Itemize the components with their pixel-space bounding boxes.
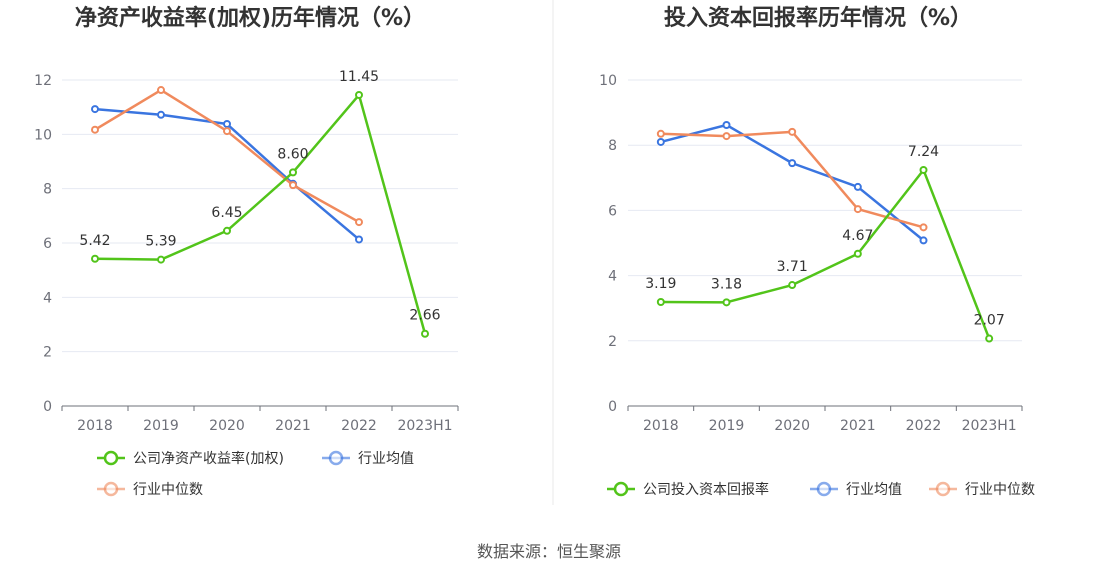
legend-item[interactable]: 公司投入资本回报率 <box>607 481 769 498</box>
series-line <box>94 88 360 224</box>
y-tick-label: 10 <box>599 73 617 89</box>
data-point[interactable] <box>421 329 429 338</box>
data-point[interactable] <box>722 298 731 307</box>
data-point[interactable] <box>788 127 797 136</box>
data-label: 2.07 <box>974 313 1005 329</box>
legend-item[interactable]: 行业中位数 <box>929 481 1035 498</box>
y-tick-label: 6 <box>43 236 52 252</box>
data-point[interactable] <box>788 159 797 168</box>
data-point[interactable] <box>157 110 165 119</box>
data-point[interactable] <box>853 182 862 191</box>
y-tick-label: 0 <box>43 399 52 415</box>
data-point[interactable] <box>355 90 363 99</box>
data-point[interactable] <box>722 132 731 141</box>
data-point[interactable] <box>91 254 99 263</box>
series-line <box>660 123 925 242</box>
data-point[interactable] <box>289 168 297 177</box>
data-label: 3.19 <box>645 276 676 292</box>
x-tick-label: 2018 <box>77 418 113 434</box>
data-label: 5.42 <box>79 233 110 249</box>
data-label: 4.67 <box>842 228 873 244</box>
roic-chart: 投入资本回报率历年情况（%） 0 2 4 6 8 10 2018 2019 2020 2021 202… <box>599 5 1035 498</box>
x-tick-label: 2019 <box>143 418 179 434</box>
legend-item[interactable]: 行业均值 <box>810 481 902 498</box>
data-label: 6.45 <box>211 205 242 221</box>
x-tick-label: 2021 <box>275 418 311 434</box>
x-tick-label: 2020 <box>774 418 810 434</box>
y-tick-label: 8 <box>43 182 52 198</box>
legend-marker-icon <box>103 450 119 466</box>
x-tick-label: 2022 <box>906 418 942 434</box>
data-point[interactable] <box>157 86 165 95</box>
legend-label: 公司投入资本回报率 <box>643 481 769 498</box>
x-tick-label: 2023H1 <box>962 418 1017 434</box>
legend-item[interactable]: 行业中位数 <box>97 481 203 498</box>
data-point[interactable] <box>853 249 862 258</box>
data-point[interactable] <box>919 165 928 174</box>
legend-label: 行业均值 <box>846 482 902 498</box>
data-label: 8.60 <box>277 146 308 162</box>
data-label: 3.71 <box>777 259 808 275</box>
data-point[interactable] <box>223 127 231 136</box>
y-tick-label: 0 <box>608 399 617 415</box>
series-line <box>660 168 991 339</box>
data-point[interactable] <box>91 125 99 134</box>
data-point[interactable] <box>656 137 665 146</box>
data-source: 数据来源：恒生聚源 <box>477 542 621 561</box>
data-point[interactable] <box>157 255 165 264</box>
series-line <box>660 130 924 229</box>
data-label: 11.45 <box>339 69 379 85</box>
x-tick-label: 2019 <box>709 418 745 434</box>
y-tick-label: 12 <box>34 73 52 89</box>
data-point[interactable] <box>853 205 862 214</box>
y-tick-label: 4 <box>43 290 52 306</box>
chart-title: 净资产收益率(加权)历年情况（%） <box>75 5 425 31</box>
x-tick-label: 2021 <box>840 418 876 434</box>
y-tick-label: 4 <box>608 269 617 285</box>
data-point[interactable] <box>289 181 297 190</box>
data-point[interactable] <box>91 105 99 114</box>
legend-label: 行业中位数 <box>133 482 203 498</box>
y-tick-label: 2 <box>608 334 617 350</box>
data-point[interactable] <box>355 218 363 227</box>
chart-title: 投入资本回报率历年情况（%） <box>664 5 972 31</box>
series-line <box>94 93 427 335</box>
x-tick-label: 2018 <box>643 418 679 434</box>
legend-marker-icon <box>935 481 951 497</box>
data-point[interactable] <box>656 129 665 138</box>
x-tick-label: 2023H1 <box>397 418 452 434</box>
data-label: 5.39 <box>145 234 176 250</box>
x-tick-label: 2022 <box>341 418 377 434</box>
y-tick-label: 6 <box>608 203 617 219</box>
roe-chart: 净资产收益率(加权)历年情况（%） 0 2 4 6 8 10 12 2018 2019 2020 20… <box>34 5 459 498</box>
data-label: 3.18 <box>711 276 742 292</box>
y-tick-label: 8 <box>608 138 617 154</box>
data-label: 7.24 <box>908 144 939 160</box>
data-point[interactable] <box>722 120 731 129</box>
data-point[interactable] <box>223 226 231 235</box>
legend-marker-icon <box>816 481 832 497</box>
data-point[interactable] <box>985 334 994 343</box>
data-point[interactable] <box>656 298 665 307</box>
x-tick-label: 2020 <box>209 418 245 434</box>
legend-label: 行业均值 <box>358 451 414 467</box>
legend-marker-icon <box>613 481 629 497</box>
legend-label: 公司净资产收益率(加权) <box>133 450 284 467</box>
y-tick-label: 10 <box>34 127 52 143</box>
data-label: 2.66 <box>409 308 440 324</box>
legend-marker-icon <box>328 450 344 466</box>
data-point[interactable] <box>919 223 928 232</box>
data-point[interactable] <box>919 236 928 245</box>
legend-label: 行业中位数 <box>965 482 1035 498</box>
data-point[interactable] <box>355 235 363 244</box>
legend-item[interactable]: 公司净资产收益率(加权) <box>97 450 284 467</box>
data-point[interactable] <box>223 120 231 129</box>
legend-item[interactable]: 行业均值 <box>322 450 414 467</box>
data-point[interactable] <box>788 281 797 290</box>
legend-marker-icon <box>103 481 119 497</box>
y-tick-label: 2 <box>43 345 52 361</box>
